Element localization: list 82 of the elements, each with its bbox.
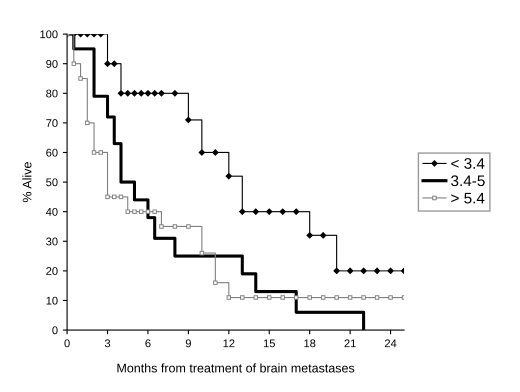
point: [126, 209, 130, 214]
y-axis-title: % Alive: [22, 162, 32, 202]
point: [111, 60, 118, 67]
point: [158, 90, 165, 96]
point: [186, 224, 191, 229]
point: [293, 208, 300, 215]
point: [387, 268, 394, 274]
point: [98, 150, 103, 155]
point: [144, 90, 152, 96]
point: [266, 208, 272, 215]
point: [124, 90, 131, 96]
point: [360, 268, 367, 274]
x-tick-label: 21: [344, 339, 356, 348]
legend-label: < 3.4: [451, 158, 484, 169]
y-tick-label: 100: [40, 30, 58, 38]
point: [280, 208, 286, 215]
x-tick-label: 6: [145, 339, 151, 348]
point: [348, 295, 352, 300]
point: [138, 209, 144, 214]
x-tick-label: 12: [223, 339, 234, 348]
point: [388, 295, 393, 300]
point: [172, 224, 178, 229]
y-tick-label: 10: [46, 296, 58, 305]
point: [200, 250, 204, 256]
point: [239, 208, 246, 215]
point: [85, 120, 90, 126]
point: [118, 194, 124, 200]
point: [112, 194, 116, 200]
point: [213, 280, 218, 285]
y-tick-label: 50: [46, 178, 58, 186]
point: [138, 90, 144, 96]
point: [172, 90, 178, 96]
point: [252, 208, 259, 215]
legend-label: > 5.4: [451, 192, 484, 204]
y-tick-label: 70: [46, 119, 58, 128]
point: [92, 150, 96, 155]
point: [152, 209, 157, 214]
y-tick-label: 20: [46, 267, 58, 276]
x-tick-label: 24: [384, 339, 396, 348]
point: [146, 209, 150, 214]
point: [212, 149, 218, 156]
point: [334, 295, 339, 300]
point: [374, 268, 380, 274]
point: [198, 149, 206, 156]
point: [361, 295, 366, 300]
point: [104, 60, 111, 67]
point: [320, 232, 326, 239]
point: [226, 295, 232, 300]
point: [306, 232, 313, 239]
x-tick-label: 9: [186, 339, 191, 348]
point: [131, 90, 138, 96]
point: [78, 76, 83, 81]
point: [159, 224, 164, 229]
y-tick-label: 80: [46, 90, 58, 98]
point: [346, 268, 354, 274]
y-tick-label: 30: [46, 238, 58, 246]
point: [294, 295, 298, 300]
point: [118, 90, 124, 96]
point: [254, 295, 258, 300]
point: [185, 116, 192, 124]
point: [132, 209, 137, 214]
point: [226, 173, 232, 180]
point: [240, 295, 245, 300]
y-tick-label: 60: [46, 148, 58, 157]
point: [72, 61, 76, 66]
point: [267, 295, 272, 300]
point: [152, 90, 158, 96]
x-tick-label: 15: [264, 340, 275, 348]
x-tick-label: 18: [304, 339, 316, 348]
point: [320, 295, 326, 300]
point: [280, 295, 285, 300]
y-tick-label: 40: [46, 208, 58, 216]
x-tick-label: 0: [64, 339, 70, 348]
point: [307, 295, 312, 300]
point: [374, 295, 380, 300]
legend-label: 3.4-5: [451, 175, 485, 186]
x-axis-title: Months from treatment of brain metastases: [117, 363, 354, 373]
point: [105, 194, 110, 200]
point: [334, 268, 340, 274]
y-tick-label: 0: [52, 326, 58, 334]
y-tick-label: 90: [46, 60, 58, 68]
x-tick-label: 3: [104, 339, 110, 348]
